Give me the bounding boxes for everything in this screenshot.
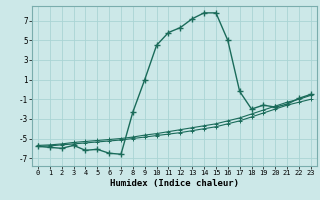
- X-axis label: Humidex (Indice chaleur): Humidex (Indice chaleur): [110, 179, 239, 188]
